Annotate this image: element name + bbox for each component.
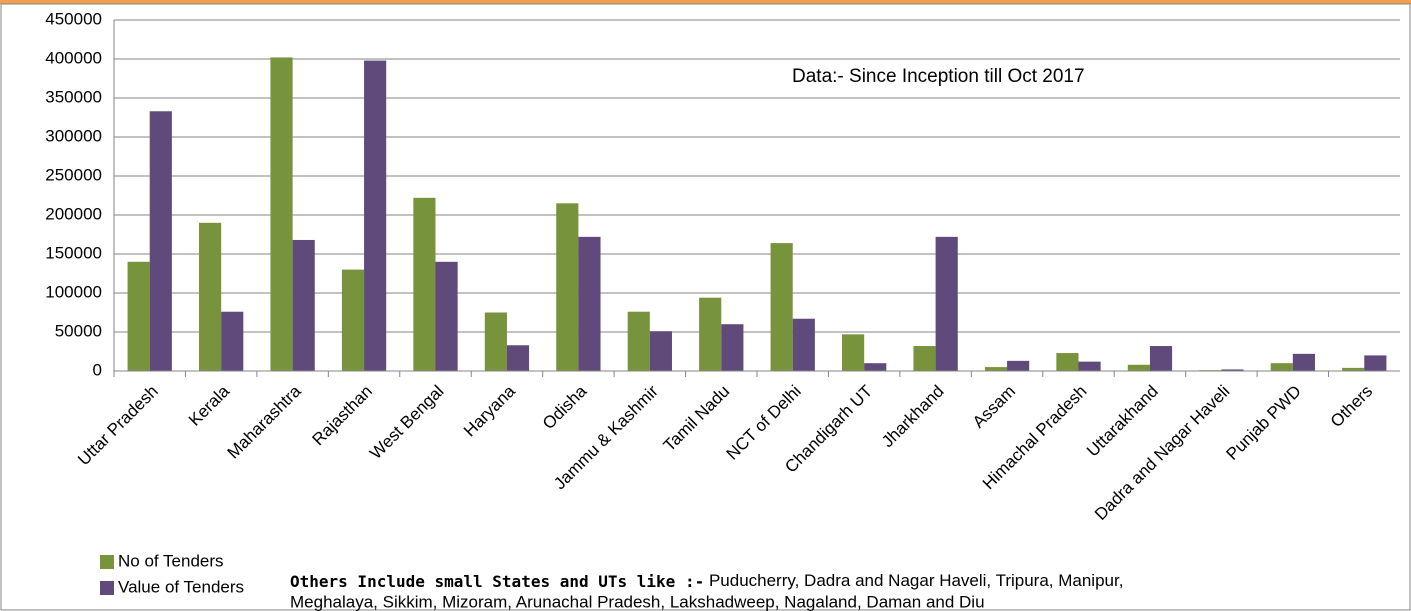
x-tick-label: Jharkhand xyxy=(878,382,948,452)
x-tick-label: Tamil Nadu xyxy=(660,382,734,456)
y-tick-label: 100000 xyxy=(45,282,102,301)
x-tick-label: Assam xyxy=(969,382,1019,432)
x-tick-label: Odisha xyxy=(539,381,591,433)
bar xyxy=(1149,346,1173,371)
bar xyxy=(770,243,793,371)
y-tick-label: 200000 xyxy=(45,204,102,223)
y-tick-label: 0 xyxy=(93,360,102,379)
y-tick-label: 150000 xyxy=(45,243,102,262)
x-tick-label: West Bengal xyxy=(366,382,447,463)
bar xyxy=(199,222,222,371)
bar xyxy=(341,269,365,371)
y-tick-label: 250000 xyxy=(45,165,102,184)
bar xyxy=(1221,369,1244,371)
bar xyxy=(127,261,150,371)
y-tick-label: 300000 xyxy=(45,126,102,145)
bar xyxy=(578,236,601,371)
bar xyxy=(1292,353,1315,371)
bar xyxy=(364,60,387,372)
legend-label: Value of Tenders xyxy=(118,577,244,596)
bar xyxy=(221,311,244,371)
x-tick-label: Maharashtra xyxy=(224,381,305,462)
y-tick-label: 400000 xyxy=(45,48,102,67)
bar xyxy=(435,261,458,371)
bar xyxy=(149,111,172,371)
bar xyxy=(1056,353,1079,371)
note-text: Puducherry, Dadra and Nagar Haveli, Trip… xyxy=(704,571,1123,590)
bar xyxy=(1364,355,1387,371)
bar xyxy=(413,197,436,371)
bar xyxy=(1270,363,1293,371)
y-tick-label: 450000 xyxy=(45,9,102,28)
bar xyxy=(864,363,887,371)
note-line-2: Meghalaya, Sikkim, Mizoram, Arunachal Pr… xyxy=(290,592,985,611)
bar xyxy=(935,236,958,371)
chart-border xyxy=(0,3,1411,611)
bar xyxy=(913,346,936,371)
x-tick-label: Others xyxy=(1327,382,1377,432)
bar xyxy=(984,367,1008,371)
x-tick-label: Punjab PWD xyxy=(1223,382,1305,464)
bar xyxy=(1127,364,1150,371)
bar xyxy=(484,312,507,371)
bar xyxy=(721,324,744,371)
top-strip xyxy=(0,0,1411,4)
legend-label: No of Tenders xyxy=(118,551,224,570)
note-heading: Others Include small States and UTs like… xyxy=(290,572,704,591)
x-tick-label: Dadra and Nagar Haveli xyxy=(1091,382,1233,524)
x-tick-label: Rajasthan xyxy=(308,382,376,450)
bar xyxy=(556,203,579,371)
bar xyxy=(842,334,865,371)
bar xyxy=(699,297,722,371)
annotation: Data:- Since Inception till Oct 2017 xyxy=(792,66,1085,87)
legend-swatch xyxy=(100,581,114,595)
bar xyxy=(1007,360,1030,371)
bar xyxy=(292,239,315,371)
x-tick-label: Uttarakhand xyxy=(1083,382,1162,461)
bar xyxy=(1342,367,1365,371)
bar xyxy=(649,331,672,371)
legend-swatch xyxy=(100,555,114,569)
bar xyxy=(506,345,530,371)
y-tick-label: 350000 xyxy=(45,87,102,106)
x-tick-label: Haryana xyxy=(460,381,519,440)
note-line-1: Others Include small States and UTs like… xyxy=(290,571,1123,590)
bar xyxy=(627,311,650,371)
y-tick-label: 50000 xyxy=(55,321,102,340)
bar xyxy=(1078,361,1101,371)
x-tick-label: Kerala xyxy=(185,381,234,430)
bar xyxy=(792,318,815,371)
bar xyxy=(270,57,293,371)
x-tick-label: Uttar Pradesh xyxy=(74,382,162,470)
